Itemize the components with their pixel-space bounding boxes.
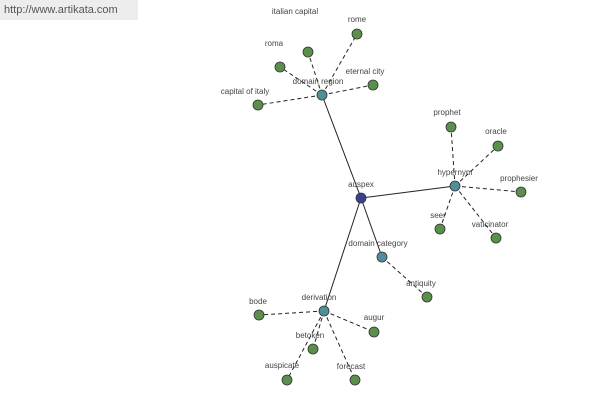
dashed-edge: [279, 66, 323, 96]
node-label: forecast: [337, 362, 366, 371]
dashed-edge: [312, 310, 325, 350]
node[interactable]: [355, 192, 367, 204]
dashed-edge: [321, 33, 358, 96]
node-label: derivation: [302, 293, 337, 302]
node-label: augur: [364, 313, 385, 322]
dashed-edge: [286, 310, 325, 381]
node[interactable]: [376, 251, 388, 263]
node[interactable]: [515, 186, 527, 198]
dashed-edge: [321, 84, 374, 96]
node-label: auspicate: [265, 361, 300, 370]
node[interactable]: [421, 291, 433, 303]
dashed-edge: [323, 310, 375, 333]
node-label: italian capital: [272, 7, 318, 16]
node-label: bode: [249, 297, 267, 306]
node[interactable]: [274, 61, 286, 73]
node[interactable]: [307, 343, 319, 355]
node-label: prophesier: [500, 174, 538, 183]
node[interactable]: [351, 28, 363, 40]
node[interactable]: [445, 121, 457, 133]
node[interactable]: [316, 89, 328, 101]
edge: [360, 197, 383, 258]
dashed-edge: [307, 51, 323, 96]
nodes: auspex domain region hypernym domain catego…: [221, 7, 538, 386]
edges: [257, 33, 522, 381]
dashed-edge: [454, 185, 497, 239]
node-label: prophet: [433, 108, 461, 117]
node-label: domain category: [348, 239, 407, 248]
dashed-edge: [439, 185, 456, 230]
node-label: roma: [265, 39, 284, 48]
node-label: rome: [348, 15, 367, 24]
node-label: domain region: [293, 77, 344, 86]
node[interactable]: [492, 140, 504, 152]
node[interactable]: [252, 99, 264, 111]
node[interactable]: [368, 326, 380, 338]
dashed-edge: [257, 94, 323, 106]
dashed-edge: [450, 126, 456, 187]
node-label: seer: [430, 211, 446, 220]
dashed-edge: [454, 185, 522, 193]
dashed-edge: [454, 145, 499, 187]
node-label: hypernym: [437, 168, 472, 177]
node[interactable]: [367, 79, 379, 91]
node-label: betoken: [296, 331, 324, 340]
node[interactable]: [349, 374, 361, 386]
node-label: eternal city: [346, 67, 385, 76]
node[interactable]: [302, 46, 314, 58]
node-label: antiquity: [406, 279, 436, 288]
node[interactable]: [490, 232, 502, 244]
node[interactable]: [253, 309, 265, 321]
dashed-edge: [323, 310, 356, 381]
node-label: oracle: [485, 127, 507, 136]
edge: [360, 185, 456, 199]
node-label: capital of italy: [221, 87, 269, 96]
node[interactable]: [434, 223, 446, 235]
node[interactable]: [281, 374, 293, 386]
watermark: http://www.artikata.com: [0, 0, 138, 20]
node[interactable]: [449, 180, 461, 192]
node[interactable]: [318, 305, 330, 317]
edge: [323, 197, 362, 312]
dashed-edge: [258, 310, 325, 316]
edge: [321, 94, 362, 199]
dashed-edge: [381, 256, 428, 298]
node-label: vaticinator: [472, 220, 509, 229]
node-label: auspex: [348, 180, 374, 189]
